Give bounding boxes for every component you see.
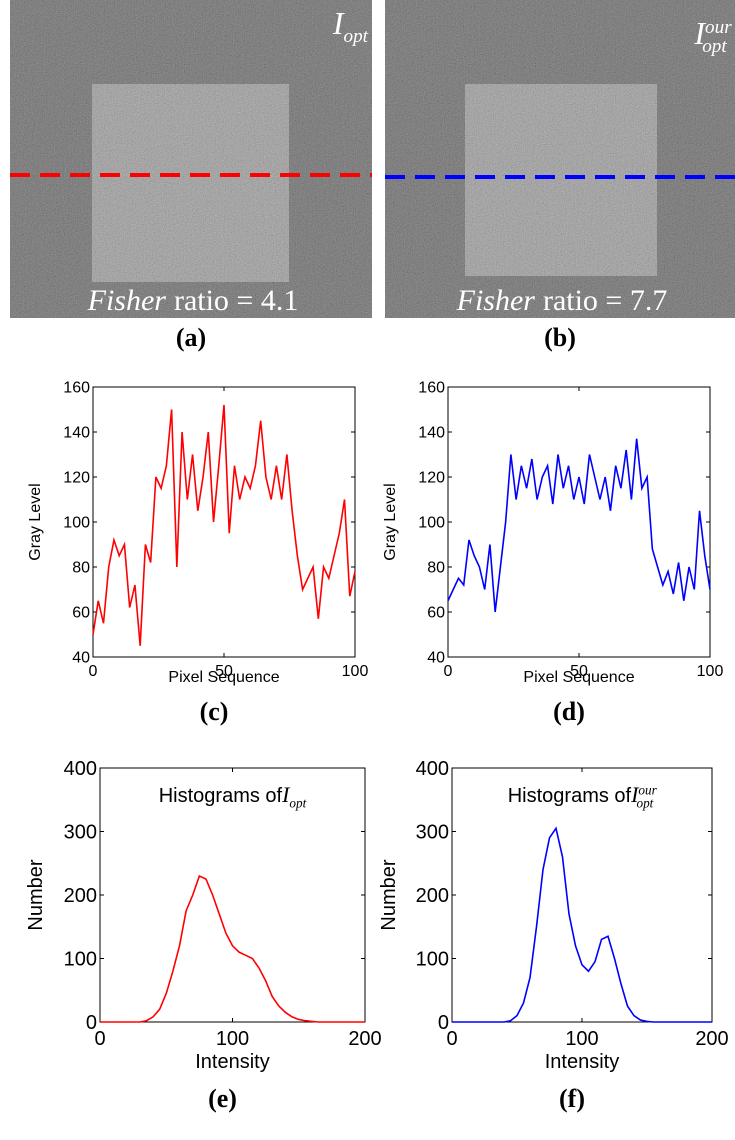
image-label: Iour opt bbox=[693, 15, 732, 57]
x-axis-label: Intensity bbox=[195, 1051, 269, 1073]
y-tick-label: 100 bbox=[63, 515, 90, 532]
fisher-ratio: Fisher ratio = 4.1 bbox=[87, 284, 299, 317]
y-tick-label: 160 bbox=[63, 380, 90, 397]
y-tick-label: 140 bbox=[63, 425, 90, 442]
y-axis-label: Number bbox=[378, 859, 400, 930]
math-symbol: I bbox=[332, 5, 345, 41]
panel-caption: (e) bbox=[208, 1084, 237, 1113]
x-tick-label: 0 bbox=[94, 1028, 105, 1050]
math-subscript: opt bbox=[636, 796, 653, 811]
y-tick-label: 100 bbox=[416, 949, 449, 971]
x-tick-label: 100 bbox=[216, 1028, 249, 1050]
y-tick-label: 80 bbox=[427, 560, 445, 577]
y-tick-label: 60 bbox=[72, 605, 90, 622]
y-tick-label: 40 bbox=[72, 650, 90, 667]
y-tick-label: 60 bbox=[427, 605, 445, 622]
x-tick-label: 0 bbox=[446, 1028, 457, 1050]
y-axis-label: Gray Level bbox=[27, 483, 44, 560]
data-line bbox=[447, 438, 711, 613]
x-tick-label: 0 bbox=[444, 663, 453, 680]
panel-caption: (a) bbox=[176, 323, 206, 352]
math-symbol: I bbox=[281, 782, 291, 807]
math-superscript: our bbox=[638, 782, 657, 797]
y-tick-label: 100 bbox=[64, 949, 97, 971]
data-line bbox=[100, 874, 365, 1023]
chart-title: Histograms ofIour opt bbox=[508, 782, 658, 811]
math-subscript: opt bbox=[343, 26, 368, 47]
y-tick-label: 300 bbox=[416, 822, 449, 844]
math-subscript: opt bbox=[289, 796, 306, 811]
x-axis-label: Pixel Sequence bbox=[168, 669, 279, 686]
fisher-value: ratio = 7.7 bbox=[543, 284, 667, 317]
y-tick-label: 400 bbox=[416, 758, 449, 780]
data-line bbox=[452, 826, 712, 1023]
x-tick-label: 50 bbox=[570, 663, 588, 680]
fisher-ratio: Fisher ratio = 7.7 bbox=[456, 284, 668, 317]
x-tick-label: 50 bbox=[215, 663, 233, 680]
chart-title: Histograms ofIopt bbox=[159, 782, 307, 811]
y-tick-label: 80 bbox=[72, 560, 90, 577]
title-text: Histograms of bbox=[508, 785, 632, 807]
math-subscript: opt bbox=[702, 36, 727, 57]
fisher-word: Fisher bbox=[456, 284, 536, 317]
x-tick-label: 100 bbox=[565, 1028, 598, 1050]
image-a bbox=[10, 0, 372, 318]
x-axis-label: Intensity bbox=[545, 1051, 619, 1073]
fisher-value: ratio = 4.1 bbox=[174, 284, 298, 317]
y-tick-label: 100 bbox=[418, 515, 445, 532]
y-tick-label: 0 bbox=[438, 1012, 449, 1034]
y-axis-label: Number bbox=[25, 859, 47, 930]
y-tick-label: 120 bbox=[418, 470, 445, 487]
y-tick-label: 200 bbox=[64, 885, 97, 907]
panel-caption: (b) bbox=[544, 323, 576, 352]
x-axis-label: Pixel Sequence bbox=[523, 669, 634, 686]
y-tick-label: 200 bbox=[416, 885, 449, 907]
x-tick-label: 200 bbox=[695, 1028, 728, 1050]
y-tick-label: 300 bbox=[64, 822, 97, 844]
math-symbol: I bbox=[693, 15, 706, 51]
image-label: Iopt bbox=[332, 5, 369, 47]
x-tick-label: 100 bbox=[342, 663, 369, 680]
panel-caption: (d) bbox=[553, 697, 585, 726]
data-line bbox=[92, 404, 356, 646]
math-symbol: I bbox=[630, 782, 640, 807]
y-tick-label: 0 bbox=[86, 1012, 97, 1034]
x-tick-label: 100 bbox=[697, 663, 724, 680]
plot-frame bbox=[92, 386, 356, 658]
math-superscript: our bbox=[705, 17, 732, 38]
y-axis-label: Gray Level bbox=[382, 483, 399, 560]
image-b bbox=[385, 0, 735, 318]
panel-caption: (f) bbox=[559, 1084, 585, 1113]
y-tick-label: 160 bbox=[418, 380, 445, 397]
x-tick-label: 200 bbox=[348, 1028, 381, 1050]
x-tick-label: 0 bbox=[89, 663, 98, 680]
plot-frame bbox=[447, 386, 711, 658]
y-tick-label: 140 bbox=[418, 425, 445, 442]
fisher-word: Fisher bbox=[87, 284, 167, 317]
y-tick-label: 120 bbox=[63, 470, 90, 487]
panel-caption: (c) bbox=[200, 697, 229, 726]
title-text: Histograms of bbox=[159, 785, 283, 807]
y-tick-label: 400 bbox=[64, 758, 97, 780]
y-tick-label: 40 bbox=[427, 650, 445, 667]
